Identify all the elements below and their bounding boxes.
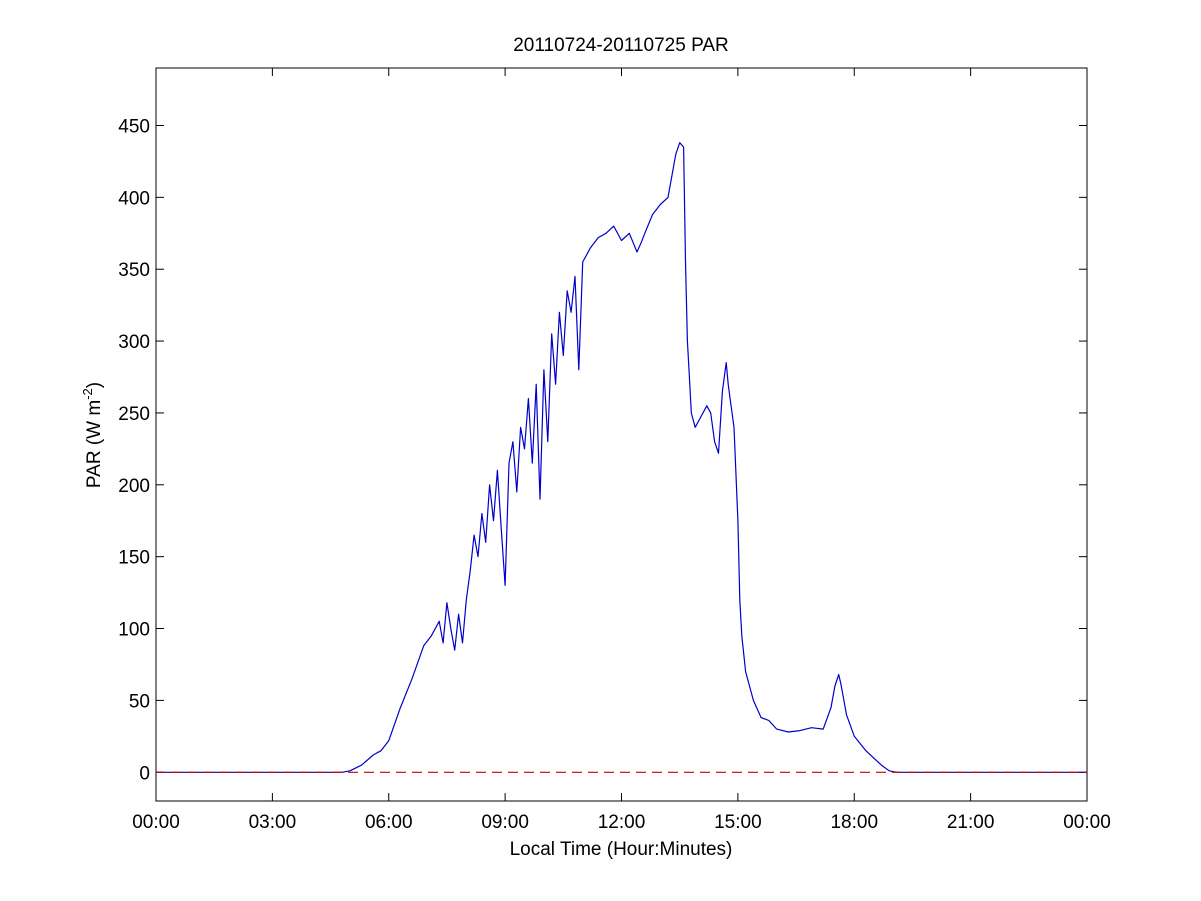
x-tick-label: 18:00: [830, 812, 878, 833]
y-axis: 0 50 100 150 200 250 300 350 400 450: [118, 116, 1087, 784]
x-tick-label: 03:00: [249, 812, 297, 833]
x-tick-label: 00:00: [1063, 812, 1111, 833]
x-tick-label: 15:00: [714, 812, 762, 833]
y-axis-label-close: ): [84, 382, 105, 388]
x-axis: 00:00 03:00 06:00 09:00 12:00 15:00 18:00 21:00…: [132, 68, 1111, 833]
y-tick-label: 350: [118, 260, 150, 281]
y-tick-label: 200: [118, 476, 150, 497]
y-tick-label: 400: [118, 188, 150, 209]
y-axis-label-main: PAR (W m: [84, 400, 105, 488]
y-tick-label: 50: [129, 691, 150, 712]
x-tick-label: 21:00: [947, 812, 995, 833]
y-axis-label-exponent: -2: [80, 388, 95, 400]
y-tick-label: 250: [118, 404, 150, 425]
y-tick-label: 100: [118, 620, 150, 641]
y-tick-label: 300: [118, 332, 150, 353]
y-tick-label: 0: [139, 763, 150, 784]
series-layer: [156, 142, 1087, 773]
x-axis-label: Local Time (Hour:Minutes): [510, 839, 733, 860]
y-tick-label: 450: [118, 116, 150, 137]
plot-area-frame: [155, 67, 1088, 802]
chart-title: 20110724-20110725 PAR: [513, 35, 729, 56]
x-tick-label: 00:00: [132, 812, 180, 833]
y-tick-label: 150: [118, 548, 150, 569]
y-axis-label: PAR (W m-2): [80, 382, 105, 488]
par-series-line: [156, 142, 1087, 773]
x-tick-label: 12:00: [598, 812, 646, 833]
x-tick-label: 06:00: [365, 812, 413, 833]
x-tick-label: 09:00: [481, 812, 529, 833]
